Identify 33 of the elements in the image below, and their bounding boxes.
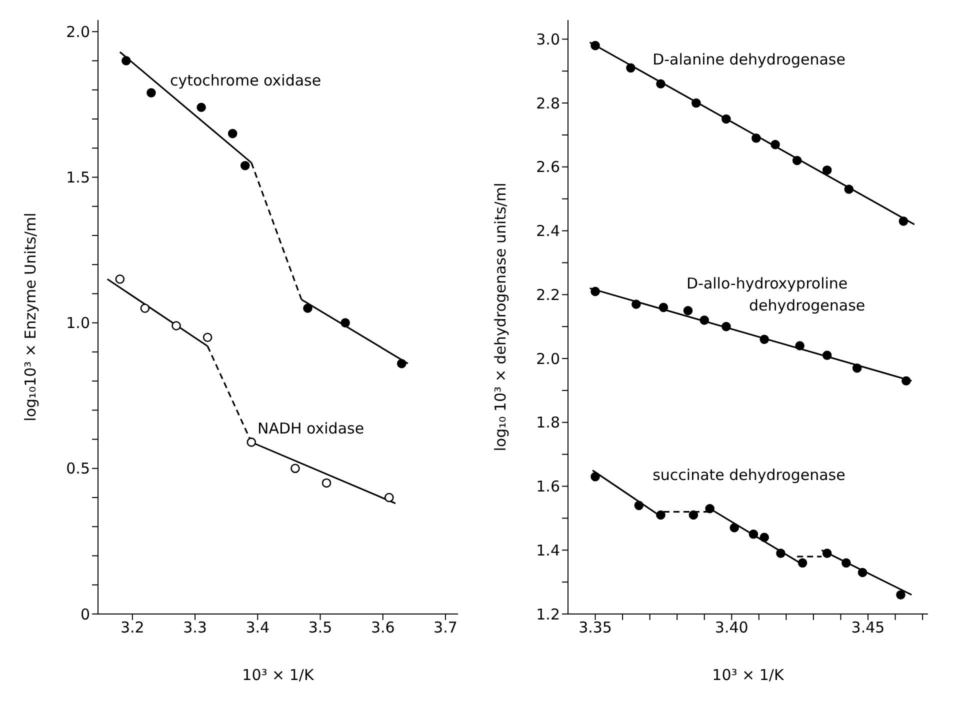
y-tick-label: 1.2 <box>536 605 560 624</box>
y-tick-label: 0.5 <box>66 460 90 478</box>
annotation: D-alanine dehydrogenase <box>652 50 846 69</box>
annotation: succinate dehydrogenase <box>652 466 846 484</box>
x-tick-label: 3.40 <box>714 618 748 637</box>
y-tick-label: 1.4 <box>536 541 560 560</box>
y-tick-label: 2.8 <box>536 94 560 112</box>
x-axis-title: 10³ × 1/K <box>242 666 315 684</box>
y-tick-label: 1.6 <box>536 478 560 496</box>
x-tick-label: 3.5 <box>308 618 332 637</box>
y-tick-label: 2.0 <box>66 22 90 41</box>
y-axis-title: log₁₀ 10³ × dehydrogenase units/ml <box>491 182 510 452</box>
x-tick-label: 3.7 <box>434 618 458 637</box>
x-tick-label: 3.45 <box>851 618 885 637</box>
annotation: D-allo-hydroxyproline dehydrogenase <box>686 274 866 314</box>
y-tick-label: 1.8 <box>536 414 560 432</box>
y-tick-label: 0 <box>80 605 90 624</box>
x-tick-label: 3.6 <box>370 618 395 637</box>
y-axis-title: log₁₀10³ × Enzyme Units/ml <box>21 212 40 422</box>
x-tick-label: 3.2 <box>120 618 144 637</box>
y-tick-label: 2.4 <box>536 222 560 240</box>
y-tick-label: 2.2 <box>536 286 560 304</box>
x-tick-label: 3.35 <box>578 618 612 637</box>
x-tick-label: 3.4 <box>246 618 270 637</box>
y-tick-label: 2.0 <box>536 350 560 368</box>
y-tick-label: 3.0 <box>536 30 560 48</box>
y-tick-label: 1.0 <box>66 314 90 332</box>
x-tick-label: 3.3 <box>183 618 207 637</box>
x-axis-title: 10³ × 1/K <box>712 666 785 684</box>
annotation: cytochrome oxidase <box>170 71 322 90</box>
y-tick-label: 1.5 <box>66 168 90 187</box>
y-tick-label: 2.6 <box>536 158 560 176</box>
annotation: NADH oxidase <box>257 419 364 438</box>
